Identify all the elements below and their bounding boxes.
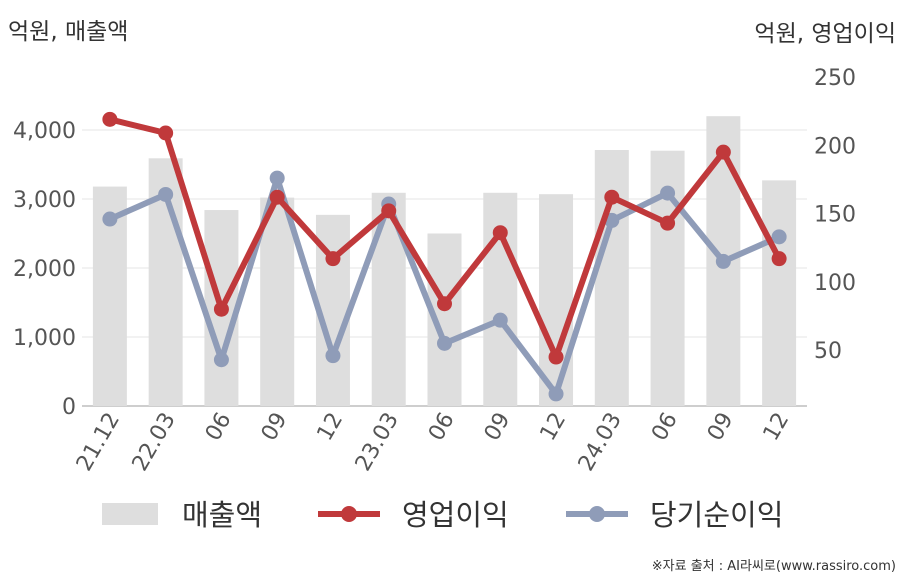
x-tick-label: 12 [313,409,349,446]
point-net-income [492,312,508,328]
bar-revenue [539,194,574,406]
bar-revenue [594,150,629,406]
bar-revenue [483,192,518,406]
bar-series [92,116,797,406]
legend-marker [341,506,357,522]
x-tick-label: 06 [201,409,237,446]
legend-label: 매출액 [182,498,262,532]
point-net-income [158,186,174,202]
x-tick-label: 22.03 [128,409,181,476]
legend: 매출액 영업이익 당기순이익 [102,498,783,532]
point-net-income [102,211,118,227]
legend-swatch-revenue [102,503,158,525]
y-left-tick-label: 1,000 [13,326,76,351]
x-tick-label: 09 [703,409,739,446]
left-axis-unit-label: 억원, 매출액 [8,19,129,45]
point-operating-profit [325,251,341,267]
x-tick-label: 12 [536,409,572,446]
point-operating-profit [492,225,508,241]
point-operating-profit [158,125,174,141]
point-operating-profit [771,251,787,267]
legend-label: 당기순이익 [650,498,783,532]
point-operating-profit [604,189,620,205]
point-net-income [325,348,341,364]
y-right-tick-label: 250 [814,66,856,91]
x-tick-label: 09 [257,409,293,446]
legend-label: 영업이익 [402,498,509,532]
y-left-tick-label: 0 [62,395,76,420]
point-operating-profit [660,215,676,231]
line-series [102,111,787,402]
x-tick-label: 12 [759,409,795,446]
point-net-income [213,352,229,368]
x-tick-label: 09 [480,409,516,446]
point-net-income [715,253,731,269]
y-left-tick-label: 4,000 [13,119,76,144]
point-operating-profit [548,349,564,365]
point-operating-profit [437,296,452,312]
point-net-income [771,229,787,245]
point-operating-profit [381,203,397,219]
point-net-income [660,185,676,201]
point-net-income [548,386,564,402]
y-right-tick-labels: 50 100 150 200 250 [814,66,856,364]
point-operating-profit [102,111,118,127]
x-tick-labels: 21.12 22.03 06 09 12 23.03 06 09 12 24.03 06 09 12 [72,409,794,476]
x-tick-label: 21.12 [72,409,125,476]
y-left-tick-label: 2,000 [13,257,76,282]
legend-marker [589,506,605,522]
x-tick-label: 24.03 [574,409,627,476]
y-right-tick-label: 200 [814,134,856,159]
y-left-tick-label: 3,000 [13,188,76,213]
point-operating-profit [269,189,285,205]
point-net-income [437,335,452,351]
point-operating-profit [213,301,229,317]
x-tick-label: 06 [424,409,460,446]
y-right-tick-label: 50 [814,339,842,364]
point-operating-profit [715,144,731,160]
point-net-income [269,170,285,186]
y-left-tick-labels: 0 1,000 2,000 3,000 4,000 [13,119,76,420]
right-axis-unit-label: 억원, 영업이익 [754,21,896,47]
data-source-note: ※자료 출처 : AI라씨로(www.rassiro.com) [651,559,896,574]
bar-revenue [762,180,797,406]
x-tick-label: 06 [647,409,683,446]
bar-revenue [260,197,295,406]
y-right-tick-label: 150 [814,203,856,228]
y-right-tick-label: 100 [814,271,856,296]
x-tick-label: 23.03 [351,409,404,476]
